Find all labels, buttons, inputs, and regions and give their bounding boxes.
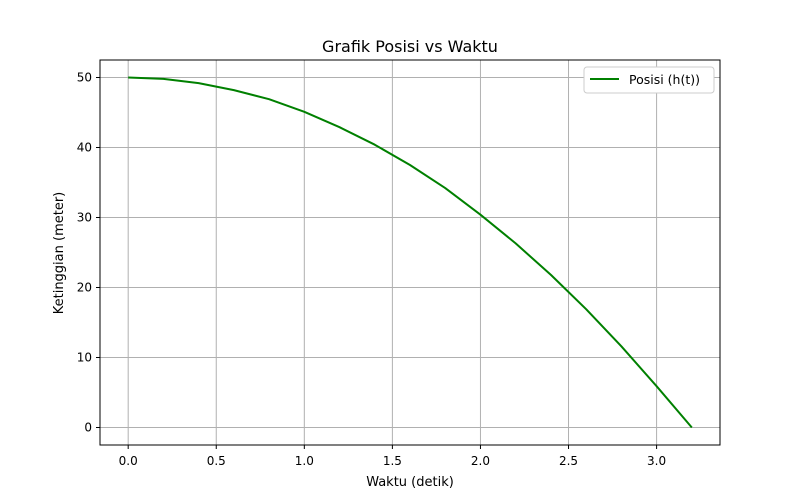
y-tick-label: 20	[77, 281, 92, 295]
y-tick-label: 40	[77, 141, 92, 155]
x-tick-label: 2.5	[559, 454, 578, 468]
y-tick-label: 10	[77, 351, 92, 365]
chart-title: Grafik Posisi vs Waktu	[322, 37, 498, 56]
x-axis-label: Waktu (detik)	[366, 475, 454, 490]
series-line-posisi	[128, 76, 693, 429]
x-tick-label: 1.5	[383, 454, 402, 468]
x-tick-label: 0.0	[119, 454, 138, 468]
grid-lines	[100, 60, 720, 445]
x-tick-label: 3.0	[647, 454, 666, 468]
x-tick-label: 2.0	[471, 454, 490, 468]
y-axis-label: Ketinggian (meter)	[52, 192, 67, 315]
legend: Posisi (h(t))	[583, 66, 715, 94]
series-lines	[128, 76, 693, 429]
y-tick-label: 30	[77, 211, 92, 225]
y-axis-ticks: 0 10 20 30 40 50	[77, 71, 100, 435]
y-tick-label: 0	[84, 421, 92, 435]
legend-label-posisi: Posisi (h(t))	[629, 72, 700, 87]
x-tick-label: 1.0	[295, 454, 314, 468]
plot-area-frame	[99, 59, 721, 446]
x-axis-ticks: 0.0 0.5 1.0 1.5 2.0 2.5 3.0	[119, 445, 666, 468]
x-tick-label: 0.5	[207, 454, 226, 468]
y-tick-label: 50	[77, 71, 92, 85]
legend-box	[583, 66, 715, 94]
